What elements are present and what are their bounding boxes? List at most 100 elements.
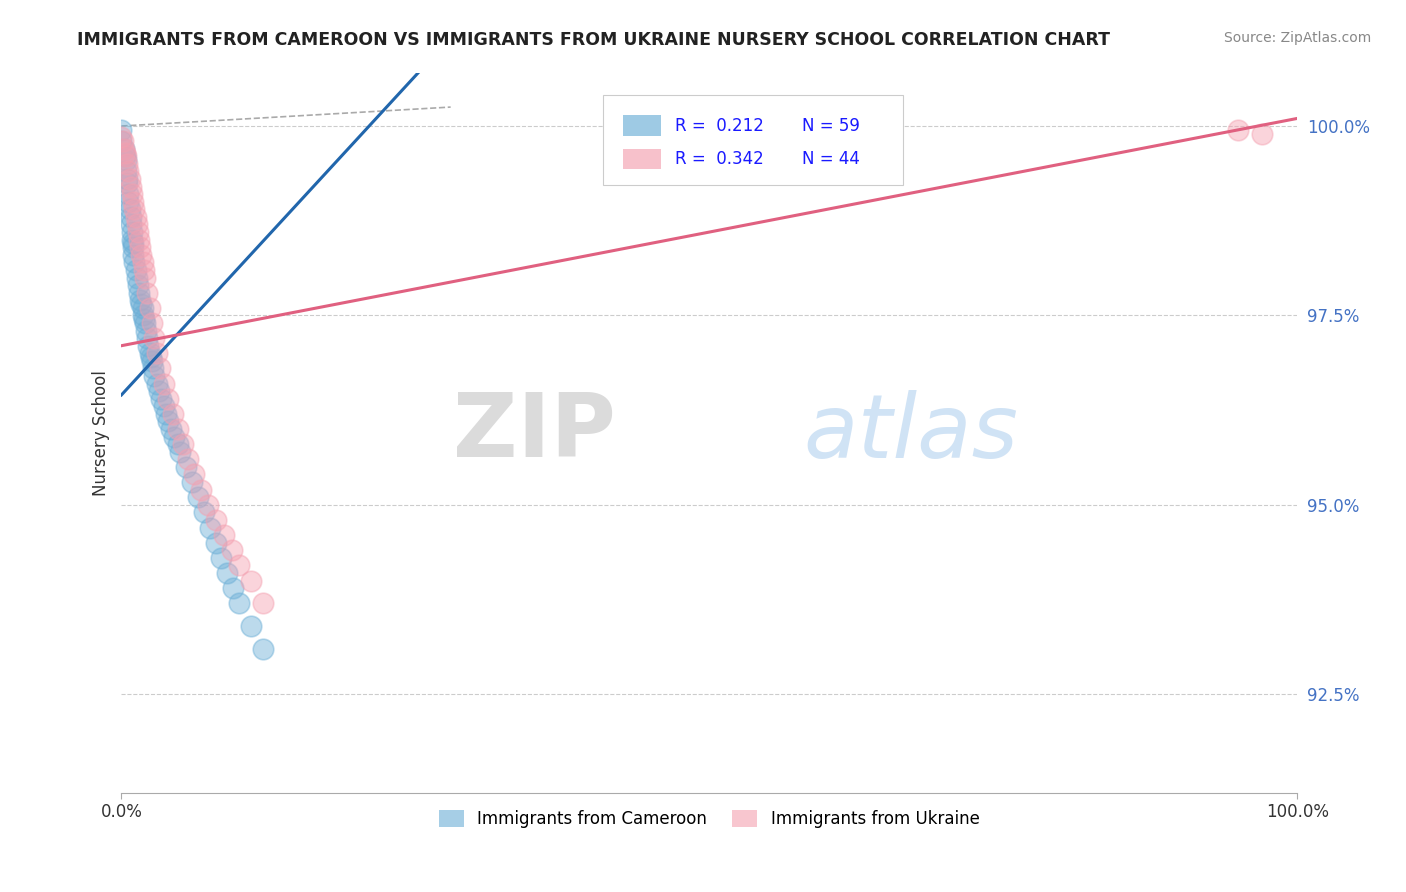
Point [127,278,149,293]
Point [132,263,155,277]
Point [252,596,274,610]
Point [118,172,141,186]
Point [204,513,226,527]
Point [212,528,235,542]
Point [167,437,190,451]
Point [155,407,177,421]
Point [110,134,132,148]
FancyBboxPatch shape [603,95,903,185]
Point [1227,123,1250,137]
Point [114,149,136,163]
Point [120,210,142,224]
Y-axis label: Nursery School: Nursery School [93,370,110,496]
Point [141,316,163,330]
Text: Source: ZipAtlas.com: Source: ZipAtlas.com [1223,31,1371,45]
Point [142,361,165,376]
Point [118,202,141,217]
Point [197,498,219,512]
Point [120,218,142,232]
Point [152,399,174,413]
Point [128,285,150,300]
Point [198,520,221,534]
Point [117,194,139,209]
Point [125,218,148,232]
Point [152,376,174,391]
Text: N = 59: N = 59 [803,117,860,135]
Point [139,350,162,364]
Point [252,641,274,656]
Bar [623,115,661,136]
Point [131,255,153,269]
Point [111,134,134,148]
Point [117,187,139,202]
Point [112,142,135,156]
Point [120,179,142,194]
Point [228,558,250,573]
Point [187,490,209,504]
Point [115,164,138,178]
Point [217,566,239,580]
Point [143,331,166,345]
Point [163,429,186,443]
Point [117,176,139,190]
Point [129,293,152,308]
Point [1251,127,1274,141]
Point [177,452,200,467]
Point [134,316,156,330]
Point [117,172,139,186]
Point [121,187,143,202]
Point [159,422,181,436]
Text: ZIP: ZIP [453,389,616,476]
Point [124,255,146,269]
Point [172,437,194,451]
Point [117,157,139,171]
Point [136,331,159,345]
Point [150,392,173,406]
Legend: Immigrants from Cameroon, Immigrants from Ukraine: Immigrants from Cameroon, Immigrants fro… [433,803,986,835]
Point [174,459,197,474]
Point [239,574,262,588]
Text: atlas: atlas [803,390,1018,475]
Point [228,596,250,610]
Point [138,301,160,315]
Text: N = 44: N = 44 [803,151,860,169]
Point [157,392,180,406]
Point [167,422,190,436]
Point [114,145,136,160]
Point [181,475,204,489]
Point [141,354,163,368]
Point [122,240,145,254]
Point [110,130,132,145]
Point [112,142,135,156]
Point [124,210,146,224]
Point [222,581,245,595]
Point [127,225,149,239]
Point [145,376,167,391]
Text: R =  0.342: R = 0.342 [675,151,763,169]
Point [157,414,180,428]
Point [148,384,170,399]
Point [128,233,150,247]
Point [129,240,152,254]
Point [122,236,145,251]
Point [131,248,153,262]
Point [131,301,153,315]
Point [121,225,143,239]
Point [190,483,212,497]
Point [221,543,243,558]
Text: R =  0.212: R = 0.212 [675,117,763,135]
Point [124,202,146,217]
Point [110,123,132,137]
Point [145,346,167,360]
Point [131,297,153,311]
Text: IMMIGRANTS FROM CAMEROON VS IMMIGRANTS FROM UKRAINE NURSERY SCHOOL CORRELATION C: IMMIGRANTS FROM CAMEROON VS IMMIGRANTS F… [77,31,1111,49]
Point [125,270,148,285]
Point [122,248,145,262]
Bar [623,149,661,169]
Point [134,270,156,285]
Point [117,164,139,178]
Point [183,467,205,482]
Point [204,535,226,549]
Point [115,149,138,163]
Point [131,309,153,323]
